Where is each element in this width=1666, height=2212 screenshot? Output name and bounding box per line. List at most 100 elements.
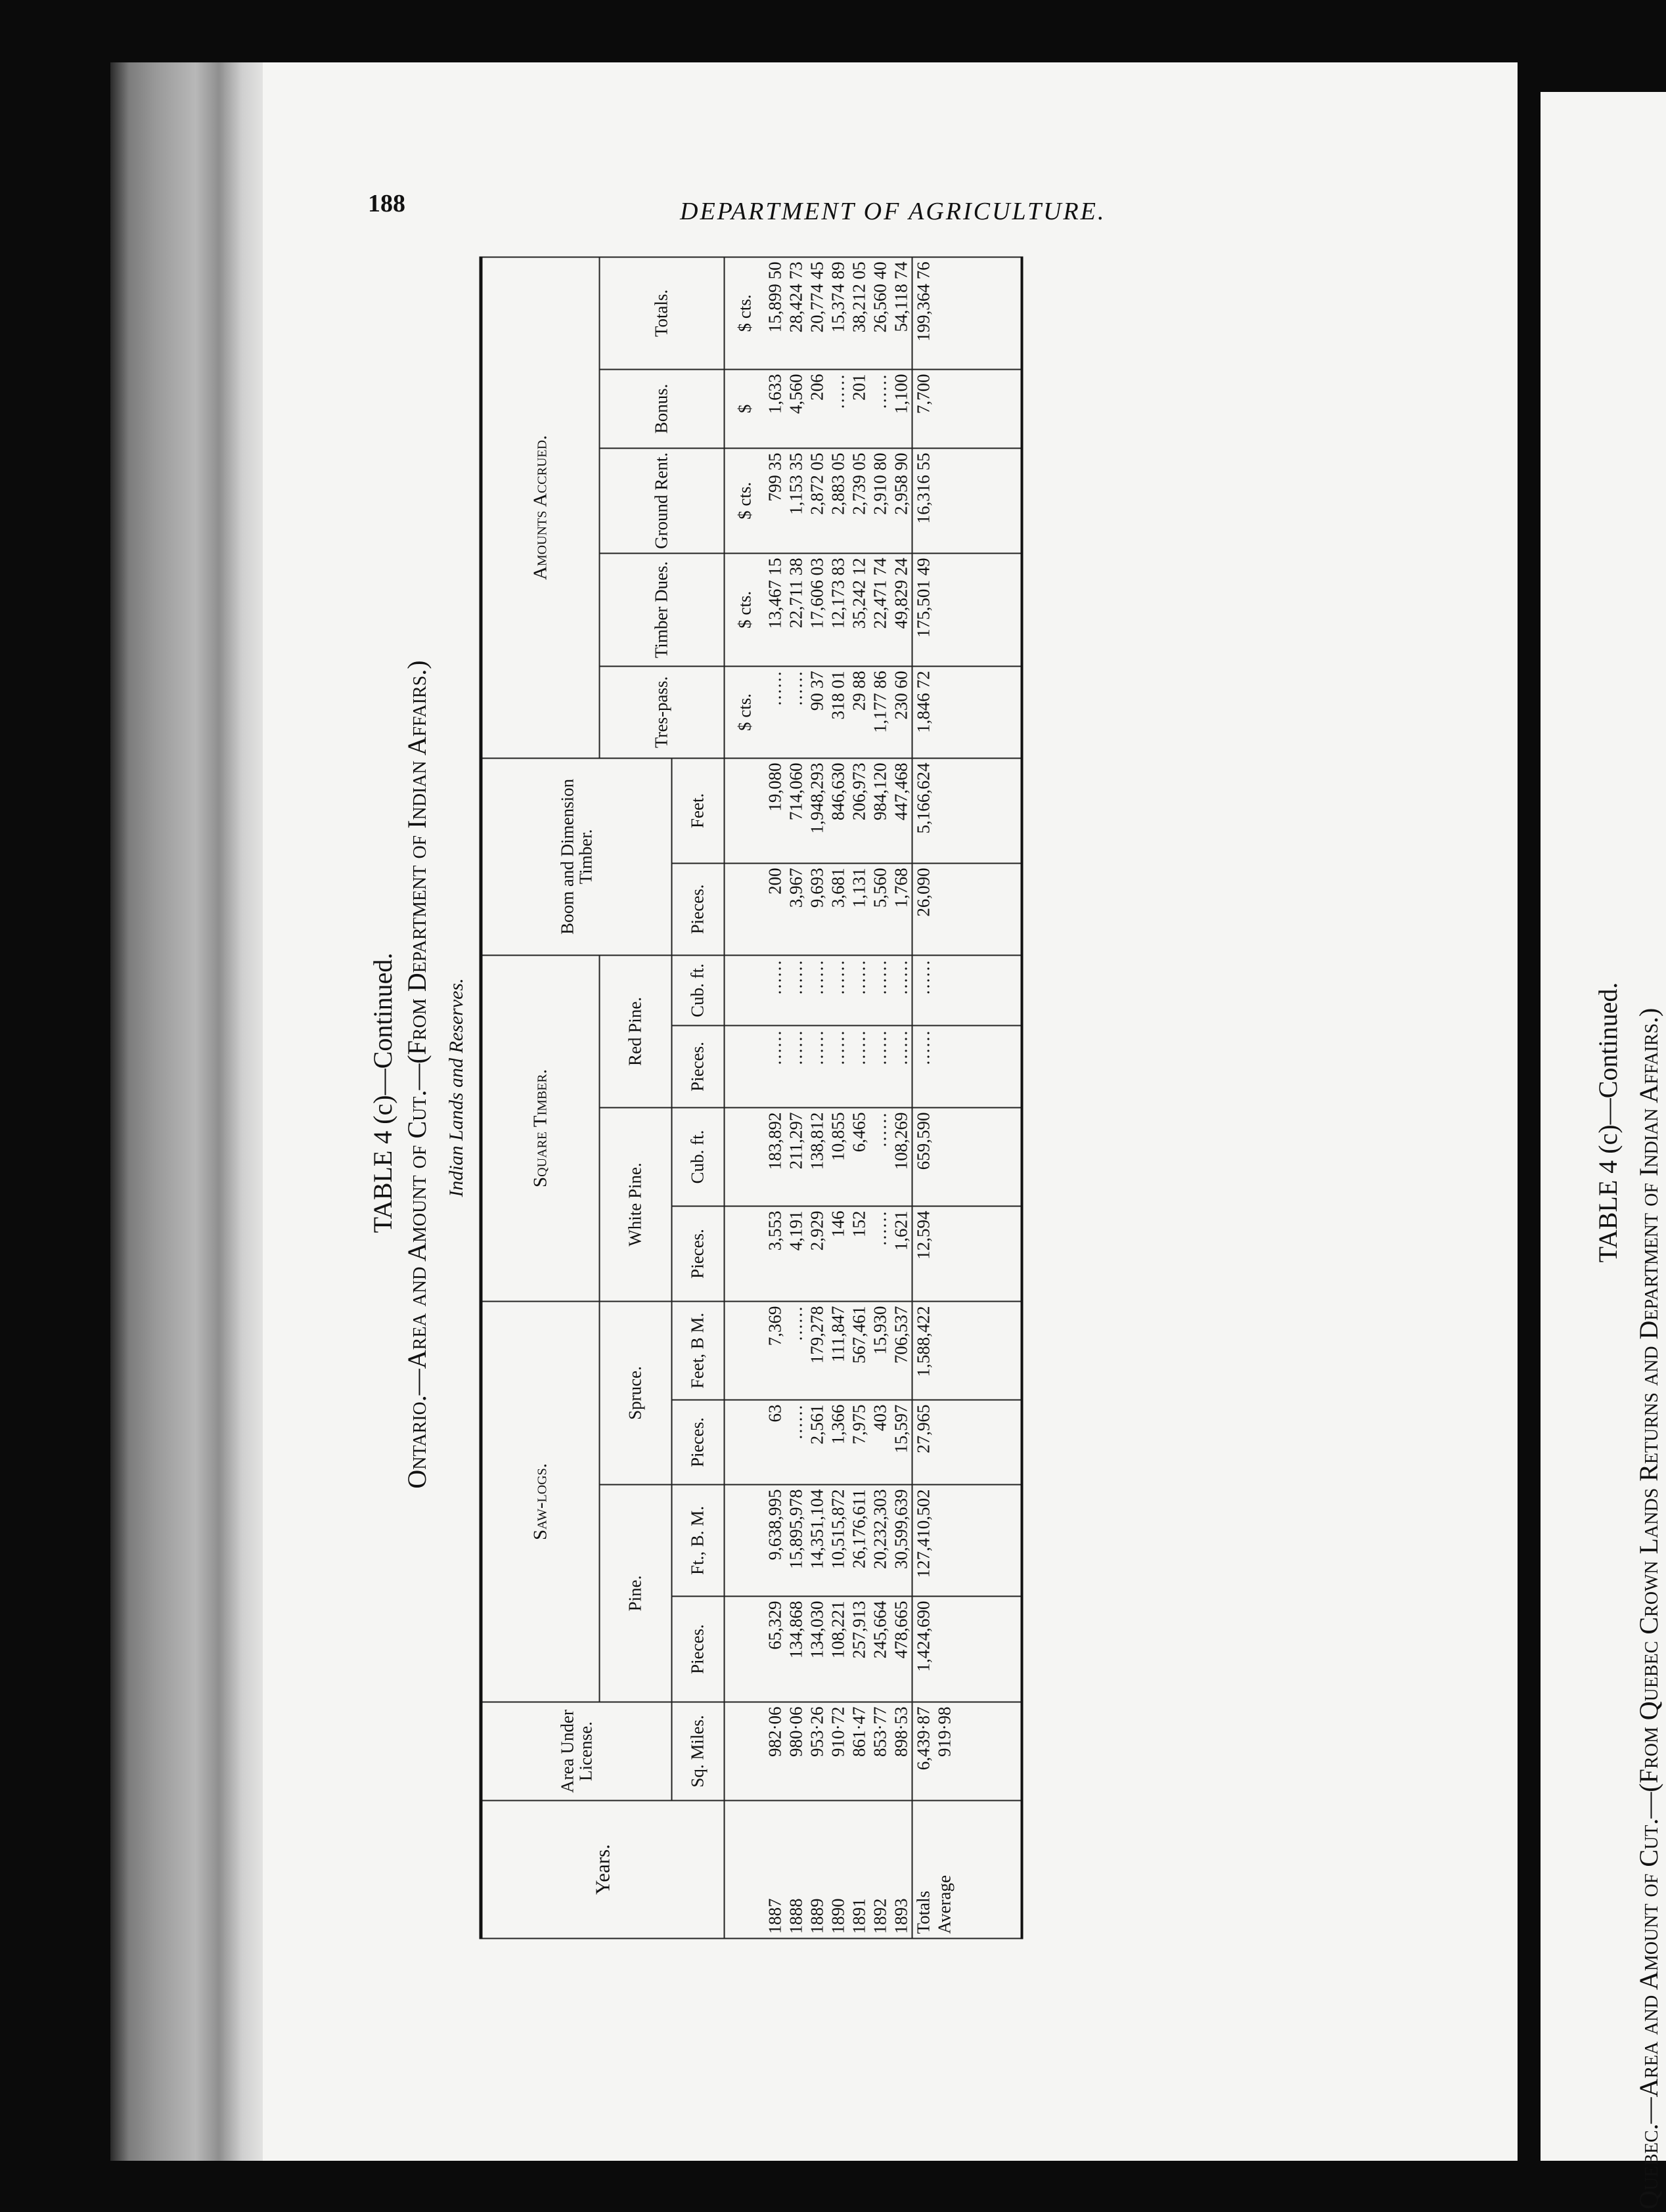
table-row-cell: ……: [785, 1301, 806, 1400]
next-table-label: TABLE 4 (c)—Continued.: [1592, 952, 1624, 1293]
table-row-cell: 706,537: [890, 1301, 912, 1400]
totals-row-cell: 659,590: [912, 1107, 934, 1206]
facing-page: [1541, 92, 1666, 2161]
table-row-cell: 2,872 05: [806, 448, 827, 554]
table-row-cell: 3,681: [827, 863, 848, 956]
average-row-cell: [934, 863, 955, 956]
totals-row-cell: 5,166,624: [912, 758, 934, 864]
table-row-cell: ……: [785, 1400, 806, 1485]
header-boom-feet: Feet.: [671, 758, 724, 864]
book-binding: [110, 62, 265, 2161]
table-row-cell: 15,895,978: [785, 1484, 806, 1597]
spacer-cell: [955, 257, 1022, 370]
average-row-cell: [934, 553, 955, 667]
table-row: 1891 861·47 257,913 26,176,611 7,975 567,461 1…: [848, 257, 869, 1939]
totals-row-cell: 1,588,422: [912, 1301, 934, 1400]
next-table-label-text: TABLE 4 (c)—Continued.: [1593, 982, 1623, 1263]
table-row: 1892 853·77 245,664 20,232,303 403 15,930……………: [869, 257, 890, 1939]
totals-row-cell: Totals: [912, 1800, 934, 1939]
table-row-cell: 5,560: [869, 863, 890, 956]
average-row-cell: [934, 448, 955, 554]
units-row-cell: [724, 1107, 764, 1206]
average-row: Average 919·98: [934, 257, 955, 1939]
table-row-cell: ……: [869, 1206, 890, 1302]
average-row-cell: [934, 1484, 955, 1597]
units-row-cell: [724, 1484, 764, 1597]
table-row-cell: 49,829 24: [890, 553, 912, 667]
running-head: DEPARTMENT OF AGRICULTURE.: [680, 198, 1106, 225]
table-row: 1887 982·06 65,329 9,638,995 63 7,369 3,553 183…: [764, 257, 785, 1939]
table-row-cell: 134,030: [806, 1596, 827, 1702]
table-row-cell: 9,638,995: [764, 1484, 785, 1597]
table-row-cell: 28,424 73: [785, 257, 806, 370]
spacer-cell: [955, 1107, 1022, 1206]
totals-row-cell: 7,700: [912, 369, 934, 449]
next-table-heading: Quebec.—Area and Amount of Cut.—(From Qu…: [1633, 962, 1665, 2209]
totals-row-cell: 27,965: [912, 1400, 934, 1485]
table-row-cell: 211,297: [785, 1107, 806, 1206]
table-row-cell: ……: [785, 666, 806, 759]
spacer-cell: [955, 1596, 1022, 1702]
table-spacer: [955, 257, 1022, 1939]
table-row-cell: 980·06: [785, 1702, 806, 1801]
average-row-cell: [934, 955, 955, 1026]
header-timber-dues: Timber Dues.: [599, 553, 724, 667]
table-row-cell: ……: [827, 369, 848, 449]
spacer-cell: [955, 1301, 1022, 1400]
table-row-cell: 257,913: [848, 1596, 869, 1702]
table-row-cell: 20,774 45: [806, 257, 827, 370]
table-row-cell: 54,118 74: [890, 257, 912, 370]
header-pine-pieces: Pieces.: [671, 1596, 724, 1702]
table-row-cell: 953·26: [806, 1702, 827, 1801]
average-row-cell: [934, 1301, 955, 1400]
table-row: 1889 953·26 134,030 14,351,104 2,561 179,278 2…: [806, 257, 827, 1939]
table-row-cell: 1889: [806, 1800, 827, 1939]
table-row-cell: ……: [848, 955, 869, 1026]
table-row-cell: ……: [785, 955, 806, 1026]
table-row-cell: 3,553: [764, 1206, 785, 1302]
table-row-cell: 1,768: [890, 863, 912, 956]
totals-row-cell: ……: [912, 1025, 934, 1108]
table-row-cell: 9,693: [806, 863, 827, 956]
table-row-cell: ……: [785, 1025, 806, 1108]
spacer-cell: [955, 955, 1022, 1026]
table-row-cell: ……: [764, 666, 785, 759]
table-row-cell: 20,232,303: [869, 1484, 890, 1597]
header-trespass: Tres-pass.: [599, 666, 724, 759]
header-spruce-pieces: Pieces.: [671, 1400, 724, 1485]
totals-row: Totals 6,439·87 1,424,690 127,410,502 27,965…: [912, 257, 934, 1939]
totals-row-cell: 26,090: [912, 863, 934, 956]
table-row-cell: 15,597: [890, 1400, 912, 1485]
units-row-cell: [724, 1301, 764, 1400]
table-row: 1890 910·72 108,221 10,515,872 1,366 111,847 1…: [827, 257, 848, 1939]
spacer-cell: [955, 1400, 1022, 1485]
spacer-cell: [955, 1025, 1022, 1108]
table-row-cell: 108,269: [890, 1107, 912, 1206]
average-row-cell: [934, 369, 955, 449]
table-row-cell: 15,930: [869, 1301, 890, 1400]
table-row: 1893 898·53 478,665 30,599,639 15,597 706,537…: [890, 257, 912, 1939]
table-row-cell: 12,173 83: [827, 553, 848, 667]
header-boom-pieces: Pieces.: [671, 863, 724, 956]
header-spruce: Spruce.: [599, 1301, 671, 1485]
header-ground-rent: Ground Rent.: [599, 448, 724, 554]
table-row-cell: ……: [827, 955, 848, 1026]
totals-row-cell: 127,410,502: [912, 1484, 934, 1597]
totals-row-cell: 1,424,690: [912, 1596, 934, 1702]
table-row-cell: 910·72: [827, 1702, 848, 1801]
spacer-cell: [955, 1206, 1022, 1302]
average-row-cell: [934, 666, 955, 759]
table-row-cell: ……: [869, 369, 890, 449]
table-row-cell: 183,892: [764, 1107, 785, 1206]
table-row-cell: 1888: [785, 1800, 806, 1939]
header-sq-miles: Sq. Miles.: [671, 1702, 724, 1801]
table-row-cell: 108,221: [827, 1596, 848, 1702]
table-row-cell: 134,868: [785, 1596, 806, 1702]
header-boom: Boom and Dimension Timber.: [481, 758, 671, 956]
page-number: 188: [368, 190, 405, 217]
table-row-cell: 13,467 15: [764, 553, 785, 667]
table-row-cell: 861·47: [848, 1702, 869, 1801]
table-row-cell: ……: [848, 1025, 869, 1108]
units-row-cell: [724, 955, 764, 1026]
header-white-pine-cub-ft: Cub. ft.: [671, 1107, 724, 1206]
